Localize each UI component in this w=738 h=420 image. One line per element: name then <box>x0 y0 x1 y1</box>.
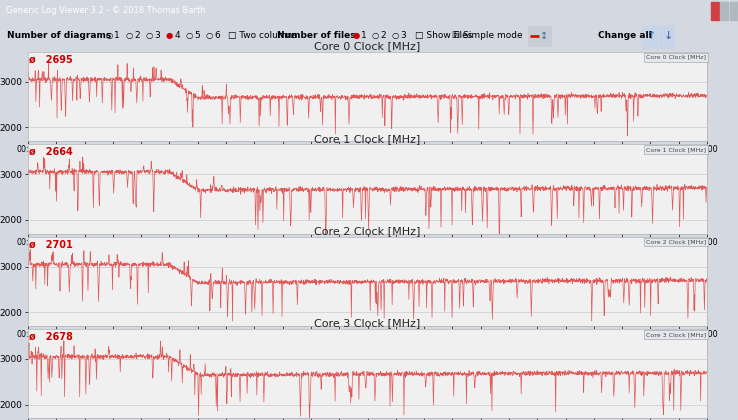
Text: 5: 5 <box>194 31 200 40</box>
Text: 3: 3 <box>154 31 160 40</box>
Bar <box>720 2 728 20</box>
Text: Core 1 Clock [MHz]: Core 1 Clock [MHz] <box>646 147 706 152</box>
Title: Core 3 Clock [MHz]: Core 3 Clock [MHz] <box>314 318 421 328</box>
Title: Core 1 Clock [MHz]: Core 1 Clock [MHz] <box>314 134 421 144</box>
Text: 2: 2 <box>134 31 140 40</box>
Text: ○: ○ <box>205 31 213 40</box>
Text: 1: 1 <box>114 31 120 40</box>
Text: ○: ○ <box>185 31 193 40</box>
Bar <box>659 25 674 47</box>
Text: ○: ○ <box>372 31 379 40</box>
Text: ø   2678: ø 2678 <box>30 332 73 342</box>
Text: Core 0 Clock [MHz]: Core 0 Clock [MHz] <box>646 55 706 60</box>
Text: □ Two columns: □ Two columns <box>228 31 297 40</box>
Bar <box>642 25 657 47</box>
Text: Number of files: Number of files <box>277 31 356 40</box>
Text: 6: 6 <box>214 31 220 40</box>
Text: ☑ Simple mode: ☑ Simple mode <box>452 31 523 40</box>
Title: Core 0 Clock [MHz]: Core 0 Clock [MHz] <box>314 41 421 51</box>
Text: 1: 1 <box>361 31 367 40</box>
Text: ●: ● <box>165 31 173 40</box>
Text: ↑: ↑ <box>646 31 656 41</box>
Text: ●: ● <box>352 31 359 40</box>
Text: ○: ○ <box>106 31 113 40</box>
Text: Generic Log Viewer 3.2 - © 2018 Thomas Barth: Generic Log Viewer 3.2 - © 2018 Thomas B… <box>6 6 205 16</box>
Text: Core 3 Clock [MHz]: Core 3 Clock [MHz] <box>646 332 706 337</box>
Title: Core 2 Clock [MHz]: Core 2 Clock [MHz] <box>314 226 421 236</box>
Bar <box>711 2 719 20</box>
Text: 2: 2 <box>381 31 387 40</box>
Text: 4: 4 <box>174 31 180 40</box>
Text: ○: ○ <box>392 31 399 40</box>
Text: □ Show files: □ Show files <box>415 31 472 40</box>
Text: ø   2701: ø 2701 <box>30 239 73 249</box>
Text: ↕: ↕ <box>540 31 548 41</box>
Text: 3: 3 <box>401 31 407 40</box>
Text: ○: ○ <box>125 31 133 40</box>
Text: ○: ○ <box>145 31 153 40</box>
Bar <box>730 2 738 20</box>
Text: ↓: ↓ <box>663 31 673 41</box>
Text: Number of diagrams: Number of diagrams <box>7 31 111 40</box>
Text: Core 2 Clock [MHz]: Core 2 Clock [MHz] <box>646 239 706 244</box>
Text: ø   2664: ø 2664 <box>30 147 73 157</box>
Text: Change all: Change all <box>598 31 652 40</box>
Bar <box>528 26 551 46</box>
Text: ø   2695: ø 2695 <box>30 55 73 65</box>
